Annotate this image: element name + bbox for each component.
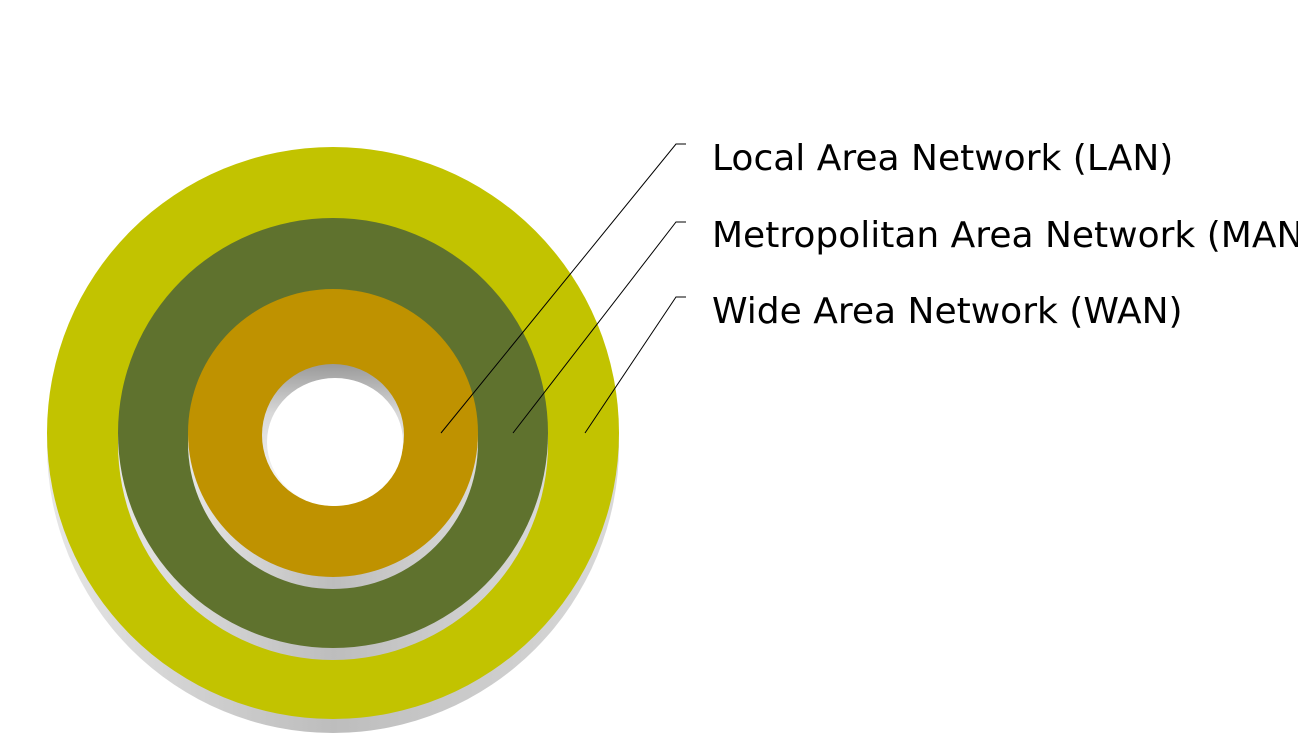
man-label: Metropolitan Area Network (MAN) (712, 215, 1298, 256)
man-leader-line (512, 221, 686, 434)
wan-leader-line (584, 296, 686, 434)
lan-label: Local Area Network (LAN) (712, 138, 1174, 179)
lan-leader-line (440, 143, 686, 434)
center-hole-face (267, 378, 403, 506)
wan-label: Wide Area Network (WAN) (712, 291, 1183, 332)
